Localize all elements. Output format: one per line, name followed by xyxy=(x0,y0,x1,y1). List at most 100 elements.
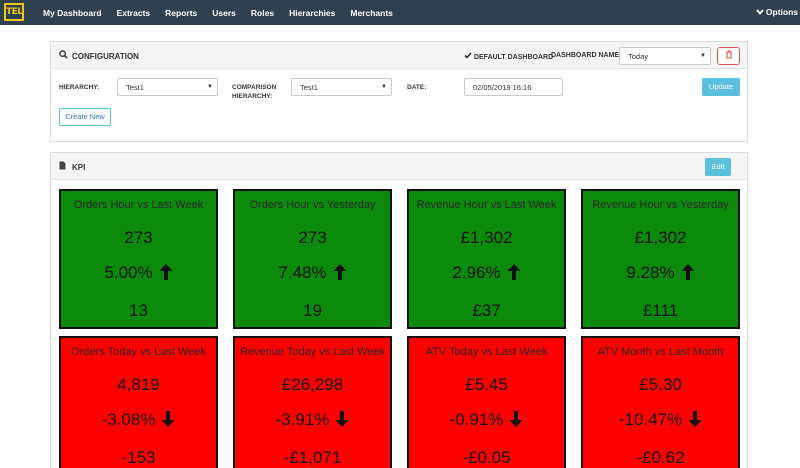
arrow-down-icon xyxy=(688,411,702,432)
kpi-tile-title: Orders Today vs Last Week xyxy=(71,346,206,358)
kpi-header: KPI Edit xyxy=(51,153,747,180)
arrow-up-icon xyxy=(681,264,695,285)
trash-icon xyxy=(725,50,733,61)
delete-dashboard-button[interactable] xyxy=(717,47,740,65)
hierarchy-select[interactable]: Test1 ▼ xyxy=(117,78,218,96)
kpi-tile-change-value: -10.47% xyxy=(618,410,683,429)
caret-down-icon: ▼ xyxy=(700,53,706,59)
kpi-tile-change: 9.28% xyxy=(583,263,738,285)
dashboard-name-value: Today xyxy=(628,52,649,61)
options-label: Options xyxy=(765,7,798,17)
kpi-tile-title: Orders Hour vs Last Week xyxy=(73,199,204,211)
kpi-tile-value: £26,298 xyxy=(281,375,344,394)
chevron-down-icon xyxy=(756,8,764,17)
kpi-tile: ATV Month vs Last Month £5.30 -10.47% -£0.6… xyxy=(581,336,740,468)
document-icon xyxy=(59,161,69,172)
date-input[interactable]: 02/05/2019 16:16 xyxy=(464,78,563,96)
kpi-tile-title: ATV Month vs Last Month xyxy=(597,346,724,358)
kpi-tile-value: 4,819 xyxy=(117,375,160,394)
comparison-label-line2: HIERARCHY: xyxy=(232,93,273,100)
hierarchy-value: Test1 xyxy=(126,83,144,92)
kpi-tile: Revenue Today vs Last Week £26,298 -3.91% -… xyxy=(233,336,392,468)
kpi-tile-diff: -£1,071 xyxy=(283,448,342,467)
kpi-tile-diff: 13 xyxy=(129,301,148,320)
nav-hierarchies[interactable]: Hierarchies xyxy=(289,7,336,18)
kpi-tile: Revenue Hour vs Yesterday £1,302 9.28% £111 xyxy=(581,189,740,329)
kpi-title: KPI xyxy=(59,161,85,172)
search-icon xyxy=(59,50,69,61)
kpi-tile-title: Orders Hour vs Yesterday xyxy=(249,199,376,211)
nav-extracts[interactable]: Extracts xyxy=(116,7,151,18)
nav-merchants[interactable]: Merchants xyxy=(350,7,393,18)
kpi-tile-title: Revenue Hour vs Last Week xyxy=(416,199,557,211)
comparison-hierarchy-select[interactable]: Test1 ▼ xyxy=(291,78,392,96)
kpi-tile-title: ATV Today vs Last Week xyxy=(425,346,548,358)
arrow-up-icon xyxy=(333,264,347,285)
kpi-tile-value: £5.30 xyxy=(639,375,682,394)
options-menu[interactable]: Options xyxy=(756,7,798,17)
configuration-panel: CONFIGURATION DEFAULT DASHBOARD DASHBOAR… xyxy=(50,41,748,142)
kpi-tile-change: 7.48% xyxy=(235,263,390,285)
kpi-tile-diff: £37 xyxy=(472,301,501,320)
configuration-title-text: CONFIGURATION xyxy=(72,52,139,61)
kpi-panel: KPI Edit Orders Hour vs Last Week 273 5.00… xyxy=(50,152,748,468)
kpi-tile-change-value: -3.91% xyxy=(275,410,330,429)
kpi-tile-value: 273 xyxy=(298,228,327,247)
caret-down-icon: ▼ xyxy=(207,84,213,90)
kpi-tile: Orders Hour vs Yesterday 273 7.48% 19 xyxy=(233,189,392,329)
kpi-tile-change: -3.91% xyxy=(235,410,390,432)
caret-down-icon: ▼ xyxy=(381,84,387,90)
kpi-tile-change: -10.47% xyxy=(583,410,738,432)
update-button[interactable]: Update xyxy=(702,78,740,96)
kpi-tile: Orders Today vs Last Week 4,819 -3.08% -153 xyxy=(59,336,218,468)
kpi-tile-diff: 19 xyxy=(303,301,322,320)
kpi-tile-diff: -£0.62 xyxy=(636,448,685,467)
kpi-tile-title: Revenue Today vs Last Week xyxy=(239,346,386,358)
kpi-tile-change-value: 9.28% xyxy=(626,263,675,282)
kpi-tile-change-value: 7.48% xyxy=(278,263,327,282)
comparison-hierarchy-label: COMPARISON HIERARCHY: xyxy=(232,83,276,101)
create-new-button[interactable]: Create New xyxy=(59,108,111,126)
arrow-up-icon xyxy=(507,264,521,285)
kpi-tile: Orders Hour vs Last Week 273 5.00% 13 xyxy=(59,189,218,329)
default-dashboard-indicator[interactable]: DEFAULT DASHBOARD xyxy=(464,52,553,61)
top-navbar: TEL My Dashboard Extracts Reports Users … xyxy=(0,0,800,25)
dashboard-name-select[interactable]: Today ▼ xyxy=(619,47,711,65)
kpi-title-text: KPI xyxy=(72,163,86,172)
comparison-hierarchy-value: Test1 xyxy=(300,83,318,92)
date-label: DATE: xyxy=(407,84,427,91)
kpi-tile-value: £1,302 xyxy=(460,228,513,247)
kpi-tile-value: £1,302 xyxy=(634,228,687,247)
arrow-down-icon xyxy=(509,411,523,432)
kpi-tile-diff: -£0.05 xyxy=(462,448,511,467)
check-icon xyxy=(464,52,474,61)
kpi-tile-title: Revenue Hour vs Yesterday xyxy=(592,199,729,211)
kpi-tile-change: 2.96% xyxy=(409,263,564,285)
nav-my-dashboard[interactable]: My Dashboard xyxy=(43,7,102,18)
app-logo[interactable]: TEL xyxy=(4,3,24,21)
arrow-down-icon xyxy=(161,411,175,432)
kpi-tile-change: -0.91% xyxy=(409,410,564,432)
kpi-tile: ATV Today vs Last Week £5.45 -0.91% -£0.05 xyxy=(407,336,566,468)
kpi-tile-value: £5.45 xyxy=(465,375,508,394)
kpi-tile-change-value: 2.96% xyxy=(452,263,501,282)
configuration-title: CONFIGURATION xyxy=(59,50,139,61)
nav-roles[interactable]: Roles xyxy=(250,7,275,18)
kpi-tile-diff: £111 xyxy=(642,301,679,320)
edit-kpi-button[interactable]: Edit xyxy=(705,158,731,176)
dashboard-name-label: DASHBOARD NAME: xyxy=(551,52,622,59)
kpi-tile-change: -3.08% xyxy=(61,410,216,432)
nav-users[interactable]: Users xyxy=(212,7,236,18)
kpi-tile-value: 273 xyxy=(124,228,153,247)
kpi-tile-change-value: 5.00% xyxy=(104,263,153,282)
kpi-tile-change-value: -3.08% xyxy=(101,410,156,429)
configuration-header: CONFIGURATION DEFAULT DASHBOARD DASHBOAR… xyxy=(51,42,747,69)
main-nav: My Dashboard Extracts Reports Users Role… xyxy=(43,0,408,25)
kpi-tile: Revenue Hour vs Last Week £1,302 2.96% £37 xyxy=(407,189,566,329)
default-dashboard-label: DEFAULT DASHBOARD xyxy=(473,54,554,61)
kpi-tile-diff: -153 xyxy=(121,448,156,467)
kpi-tile-change-value: -0.91% xyxy=(449,410,504,429)
arrow-down-icon xyxy=(335,411,349,432)
comparison-label-line1: COMPARISON xyxy=(232,84,277,91)
nav-reports[interactable]: Reports xyxy=(165,7,198,18)
